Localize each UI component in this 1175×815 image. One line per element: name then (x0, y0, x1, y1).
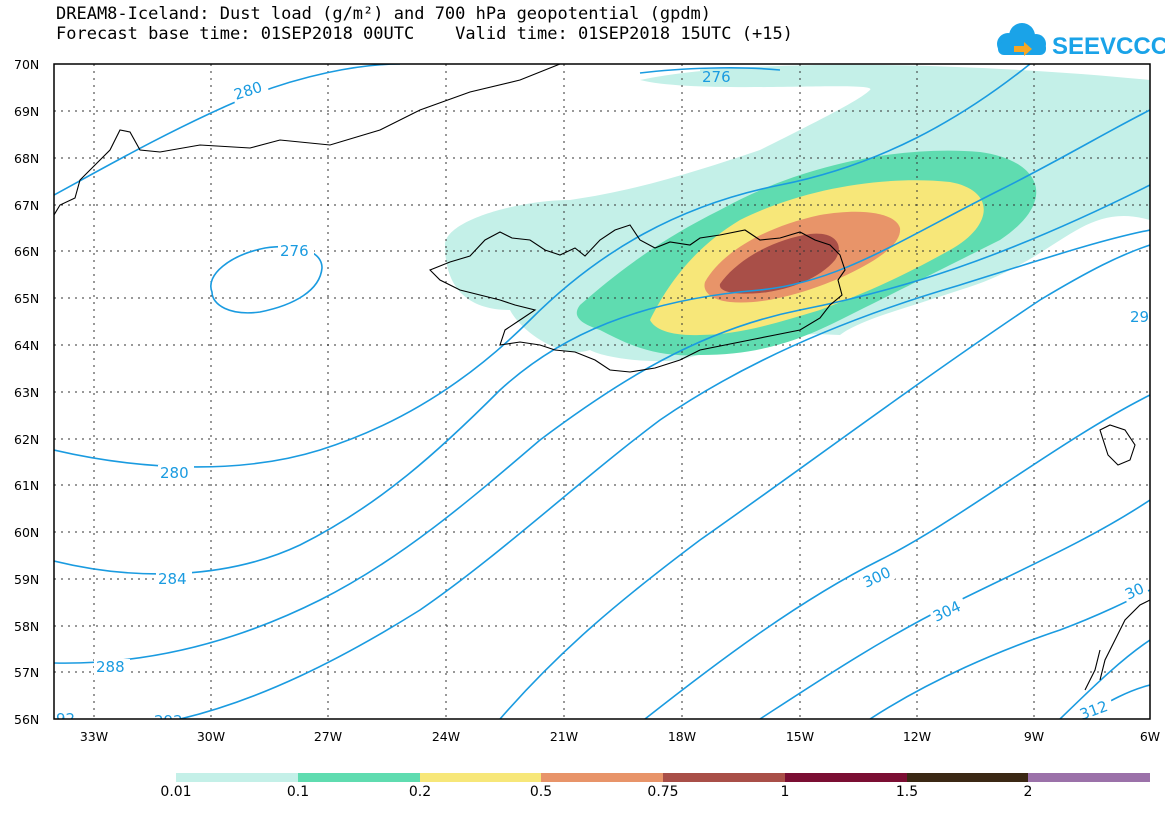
lon-label-33w: 33W (79, 729, 109, 744)
lat-label-61n: 61N (14, 478, 40, 493)
map-subtitle: Forecast base time: 01SEP2018 00UTC Vali… (56, 24, 793, 44)
scotland-coast (1099, 599, 1150, 681)
contour-label-280-south: 280 (160, 464, 189, 482)
faroe-islands (1099, 424, 1136, 466)
lat-label-56n: 56N (14, 712, 40, 727)
legend-label-0.1: 0.1 (286, 784, 310, 800)
lon-label-12w: 12W (902, 729, 932, 744)
legend-label-0.5: 0.5 (529, 784, 553, 800)
contour-284 (54, 184, 1150, 664)
lon-label-30w: 30W (196, 729, 226, 744)
lat-label-70n: 70N (14, 57, 40, 72)
contour-sw-edge (54, 64, 1031, 468)
contour-292 (499, 244, 1150, 719)
cloud-icon (997, 23, 1046, 56)
dust-band-0.75 (719, 233, 839, 294)
contour-label-284: 284 (158, 570, 187, 588)
lat-label-69n: 69N (14, 104, 40, 119)
legend-label-0.2: 0.2 (408, 784, 432, 800)
dust-load-field (445, 64, 1150, 362)
lon-label-18w: 18W (667, 729, 697, 744)
contour-276-north (639, 67, 781, 74)
lon-label-24w: 24W (431, 729, 461, 744)
map-title: DREAM8-Iceland: Dust load (g/m²) and 700… (56, 4, 712, 24)
lat-label-59n: 59N (14, 572, 40, 587)
contour-label-276-loop: 276 (280, 242, 309, 260)
legend-label-1.5: 1.5 (895, 784, 919, 800)
logo-text: SEEVCCC (1052, 33, 1165, 60)
lon-label-21w: 21W (549, 729, 579, 744)
legend-label-0.75: 0.75 (647, 784, 679, 800)
contour-308 (1059, 639, 1150, 719)
lat-label-63n: 63N (14, 385, 40, 400)
lat-label-62n: 62N (14, 432, 40, 447)
geopotential-contours (54, 64, 1150, 719)
lat-label-66n: 66N (14, 244, 40, 259)
contour-labels: 280 276 276 280 284 288 (56, 68, 1150, 730)
lon-label-15w: 15W (785, 729, 815, 744)
greenland-coast (54, 64, 561, 216)
lon-label-9w: 9W (1023, 729, 1045, 744)
contour-label-292: 292 (154, 712, 183, 730)
contour-280-main (54, 109, 1150, 575)
contour-label-280-north: 280 (232, 78, 265, 104)
lat-label-68n: 68N (14, 151, 40, 166)
contour-304 (869, 589, 1150, 719)
lat-label-60n: 60N (14, 525, 40, 540)
lat-label-64n: 64N (14, 338, 40, 353)
graticule (54, 64, 1150, 719)
seevccc-logo: SEEVCCC (997, 23, 1165, 60)
lat-label-58n: 58N (14, 619, 40, 634)
lat-label-67n: 67N (14, 198, 40, 213)
iceland-coast (429, 224, 846, 373)
contour-label-292-edge: 92 (56, 710, 75, 728)
contour-label-312: 312 (1077, 697, 1110, 724)
contour-label-276-north: 276 (702, 68, 731, 86)
legend-label-2: 2 (1023, 784, 1033, 800)
contour-label-288: 288 (96, 658, 125, 676)
lon-label-6w: 6W (1139, 729, 1161, 744)
contour-280-north (54, 64, 401, 196)
scotland-islands (1084, 649, 1101, 691)
contour-label-296: 29 (1130, 308, 1149, 326)
contour-296 (644, 394, 1150, 719)
map-frame (53, 63, 1151, 720)
lat-label-57n: 57N (14, 665, 40, 680)
contour-288 (179, 229, 1150, 719)
lat-label-65n: 65N (14, 291, 40, 306)
coastlines (54, 64, 1150, 691)
legend-label-0.01: 0.01 (160, 784, 192, 800)
legend-label-1: 1 (780, 784, 790, 800)
lon-label-27w: 27W (313, 729, 343, 744)
contour-276-loop (210, 245, 323, 314)
